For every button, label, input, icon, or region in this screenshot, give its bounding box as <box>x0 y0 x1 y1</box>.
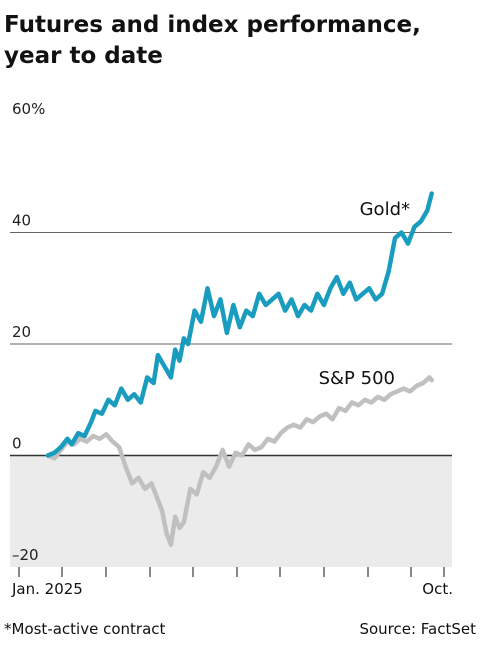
y-tick-label: 40 <box>12 212 31 230</box>
series-line-sp500 <box>45 375 434 547</box>
x-tick-label: Oct. <box>422 580 453 598</box>
y-tick-label: 0 <box>12 435 22 453</box>
source-note: Source: FactSet <box>359 620 476 638</box>
y-tick-label: 60% <box>12 100 45 118</box>
title-line-2: year to date <box>4 43 163 69</box>
series-line-gold <box>45 191 434 458</box>
y-tick-label: 20 <box>12 323 31 341</box>
series-label-sp500: S&P 500 <box>319 368 395 389</box>
y-tick-label: –20 <box>12 546 39 564</box>
chart-title: Futures and index performance, year to d… <box>4 10 484 72</box>
negative-region-band <box>10 455 452 567</box>
x-tick-label: Jan. 2025 <box>11 580 83 598</box>
footnote: *Most-active contract <box>4 620 166 638</box>
title-line-1: Futures and index performance, <box>4 12 421 38</box>
series-label-gold: Gold* <box>360 199 410 220</box>
